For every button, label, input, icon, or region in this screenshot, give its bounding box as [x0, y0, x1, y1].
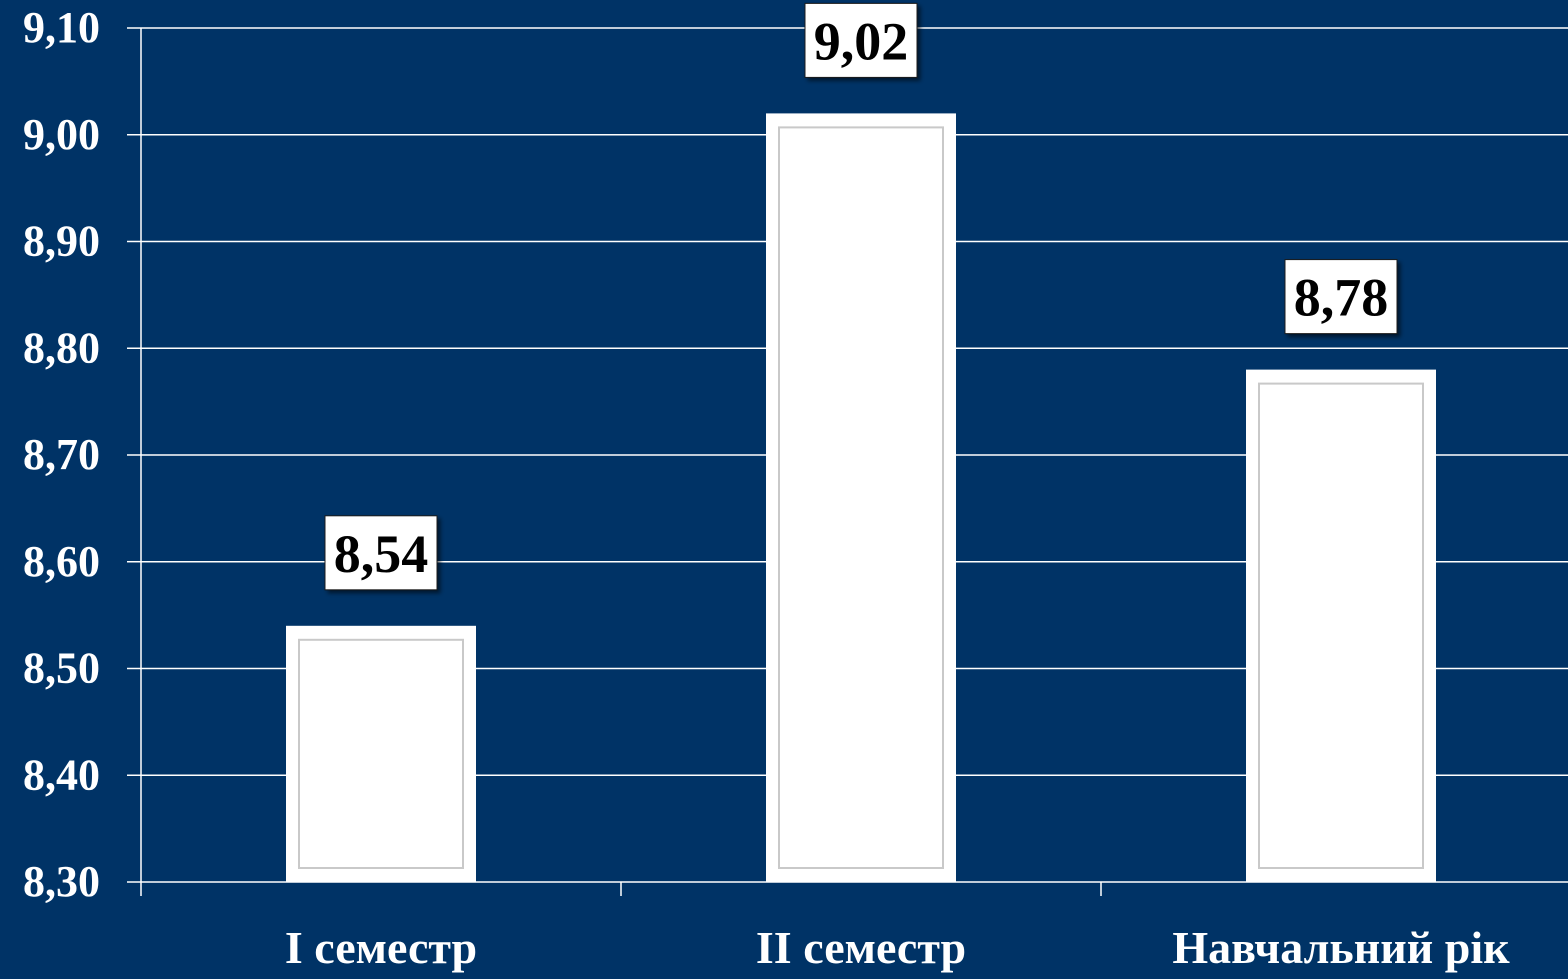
bars	[286, 113, 1436, 883]
bar-inner-border	[1258, 382, 1424, 869]
bar-inner-border	[298, 638, 464, 869]
data-labels: 8,54 9,02 8,78	[324, 2, 1398, 591]
bar	[286, 625, 476, 882]
bar	[766, 113, 956, 882]
y-tick-label: 9,00	[23, 110, 100, 159]
y-tick-label: 8,30	[23, 857, 100, 906]
x-category-label: Навчальний рік	[1172, 922, 1510, 973]
y-tick-label: 8,90	[23, 217, 100, 266]
data-label: 8,54	[334, 524, 429, 584]
x-category-label: І семестр	[285, 922, 477, 973]
y-tick-label: 8,40	[23, 750, 100, 799]
tick-labels: 8,30 8,40 8,50 8,60 8,70 8,80 8,90 9,00 9,10 І се…	[23, 3, 1510, 973]
y-tick-label: 8,60	[23, 537, 100, 586]
x-category-label: ІІ семестр	[756, 922, 966, 973]
bar-inner-border	[778, 126, 944, 869]
y-tick-label: 9,10	[23, 3, 100, 52]
data-label-box	[324, 515, 438, 591]
y-tick-label: 8,50	[23, 644, 100, 693]
data-label: 8,78	[1294, 268, 1389, 328]
data-label-box	[1284, 259, 1398, 335]
y-tick-label: 8,80	[23, 323, 100, 372]
bar	[1246, 369, 1436, 883]
data-label-box	[804, 2, 918, 78]
data-label: 9,02	[814, 11, 909, 71]
y-tick-label: 8,70	[23, 430, 100, 479]
